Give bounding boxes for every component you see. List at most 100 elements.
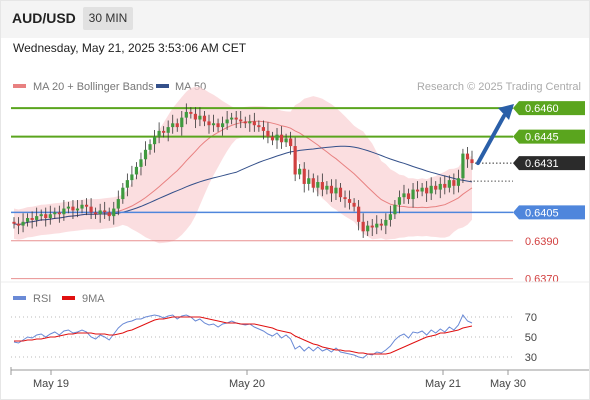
candle <box>343 190 347 208</box>
candle-body <box>148 144 152 150</box>
candle-body <box>447 180 451 188</box>
legend-ma20: MA 20 + Bollinger Bands <box>33 81 154 93</box>
candle-body <box>366 225 370 232</box>
candle <box>152 129 157 153</box>
candle <box>148 139 152 155</box>
candle-body <box>456 178 460 186</box>
candle <box>366 220 370 237</box>
time-label-1: May 20 <box>229 378 265 390</box>
candle <box>198 107 202 127</box>
rsi-ma-line <box>14 316 473 355</box>
candle <box>143 141 148 166</box>
candle-body <box>406 193 411 200</box>
candle <box>193 107 197 129</box>
level-tag-0 <box>513 101 585 116</box>
candle-body <box>107 212 111 217</box>
current-price-tag <box>513 156 585 171</box>
candle <box>98 203 102 223</box>
level-label-0: 0.6460 <box>525 103 559 115</box>
candle-body <box>248 121 252 124</box>
watermark-text: Research © 2025 Trading Central <box>417 81 581 93</box>
candle <box>361 213 365 238</box>
symbol-title: AUD/USD <box>12 10 76 26</box>
candle <box>180 110 184 136</box>
candle <box>26 213 30 227</box>
candle-body <box>270 136 275 141</box>
time-label-0: May 19 <box>33 378 69 390</box>
candle <box>162 126 166 138</box>
candle-body <box>284 138 288 143</box>
candle-body <box>320 182 324 190</box>
candle-body <box>211 123 216 126</box>
candle-body <box>80 204 84 209</box>
candle-body <box>202 115 207 122</box>
candle <box>420 182 424 197</box>
candle <box>415 181 420 199</box>
level-label-1: 0.6445 <box>525 132 559 144</box>
candle <box>89 198 93 219</box>
candle <box>438 177 442 199</box>
candle-body <box>298 168 302 175</box>
candle-body <box>293 146 297 175</box>
time-label-2: May 21 <box>425 378 461 390</box>
candle <box>125 173 129 197</box>
candle-body <box>139 159 143 167</box>
candle-body <box>162 130 166 133</box>
candle <box>429 177 433 201</box>
candle <box>411 182 415 208</box>
candle-body <box>289 138 293 147</box>
candle <box>393 200 397 219</box>
candle <box>470 150 474 170</box>
candle-body <box>393 204 397 215</box>
candle <box>298 164 302 180</box>
candle-body <box>53 212 57 215</box>
timeframe-badge[interactable]: 30 MIN <box>83 7 133 30</box>
candle <box>243 116 247 129</box>
candle <box>311 173 315 193</box>
candle <box>347 190 352 210</box>
candle-body <box>261 127 266 131</box>
candle-body <box>279 134 284 143</box>
candle <box>220 116 225 136</box>
candle <box>316 175 320 197</box>
candle <box>325 181 329 195</box>
candle-body <box>84 204 89 207</box>
candle <box>207 114 211 134</box>
candle <box>112 201 116 225</box>
forecast-arrow-head <box>498 103 514 120</box>
candle-body <box>338 187 343 198</box>
rsi-tick-1: 50 <box>525 332 537 344</box>
candle-body <box>266 130 270 137</box>
candle-body <box>465 153 470 160</box>
candle <box>379 218 383 231</box>
candle <box>16 217 21 235</box>
bollinger-band <box>14 86 472 244</box>
candle <box>130 165 134 187</box>
candle <box>443 175 447 195</box>
candle-body <box>316 182 320 188</box>
candle <box>53 207 57 219</box>
candle <box>225 110 229 130</box>
candle-body <box>66 206 71 209</box>
candle-body <box>438 183 442 190</box>
candle <box>307 169 311 191</box>
candle-body <box>329 185 334 194</box>
candle-body <box>220 123 225 128</box>
candle <box>48 205 52 225</box>
legend-9ma: 9MA <box>82 293 105 305</box>
candle-body <box>71 206 75 211</box>
candle <box>252 112 256 132</box>
chart-header: AUD/USD 30 MIN <box>0 0 590 38</box>
candle-body <box>379 223 383 226</box>
candle-body <box>89 206 93 213</box>
candle <box>239 110 243 129</box>
candle <box>211 114 216 132</box>
candle-body <box>175 123 179 128</box>
candle <box>370 218 374 237</box>
candle-body <box>152 136 157 145</box>
candle <box>175 118 179 132</box>
candle-body <box>443 183 447 188</box>
candle-body <box>361 221 365 232</box>
candle-body <box>243 121 247 124</box>
